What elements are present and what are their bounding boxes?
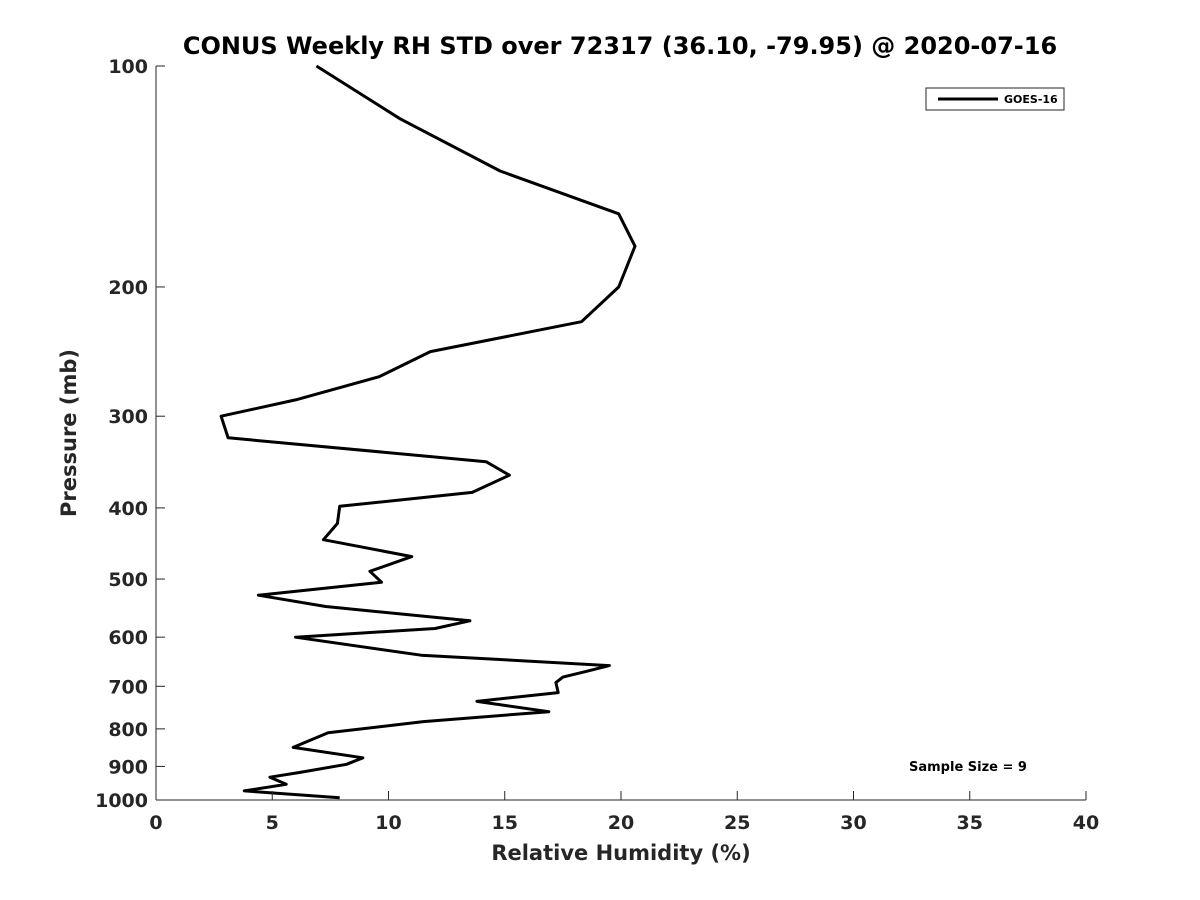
x-tick-label: 10 <box>375 812 401 834</box>
plot-area <box>219 64 637 800</box>
y-tick-label: 200 <box>108 277 148 299</box>
x-tick-label: 0 <box>149 812 162 834</box>
x-tick-label: 40 <box>1073 812 1099 834</box>
x-tick-label: 5 <box>266 812 279 834</box>
x-tick-label: 35 <box>957 812 983 834</box>
y-tick-label: 900 <box>108 756 148 778</box>
chart-title: CONUS Weekly RH STD over 72317 (36.10, -… <box>183 32 1057 60</box>
y-tick-label: 500 <box>108 569 148 591</box>
x-axis-label: Relative Humidity (%) <box>491 841 750 865</box>
y-tick-label: 700 <box>108 676 148 698</box>
legend: GOES-16 <box>925 87 1065 111</box>
y-tick-label: 600 <box>108 627 148 649</box>
legend-label-goes-16: GOES-16 <box>1004 93 1058 106</box>
x-tick-label: 15 <box>492 812 518 834</box>
series-line-goes-16 <box>219 64 637 800</box>
x-tick-label: 25 <box>724 812 750 834</box>
y-tick-label: 1000 <box>95 790 148 812</box>
y-tick-label: 300 <box>108 406 148 428</box>
x-tick-label: 30 <box>840 812 866 834</box>
x-ticks: 0 5 10 15 20 25 30 35 40 <box>149 791 1099 834</box>
sample-size-annotation: Sample Size = 9 <box>909 760 1027 775</box>
y-tick-label: 400 <box>108 498 148 520</box>
y-tick-label: 100 <box>108 56 148 78</box>
y-ticks: 100 200 300 400 500 600 700 800 900 1000 <box>95 56 165 812</box>
x-tick-label: 20 <box>608 812 634 834</box>
y-axis-label: Pressure (mb) <box>57 349 81 517</box>
y-tick-label: 800 <box>108 719 148 741</box>
